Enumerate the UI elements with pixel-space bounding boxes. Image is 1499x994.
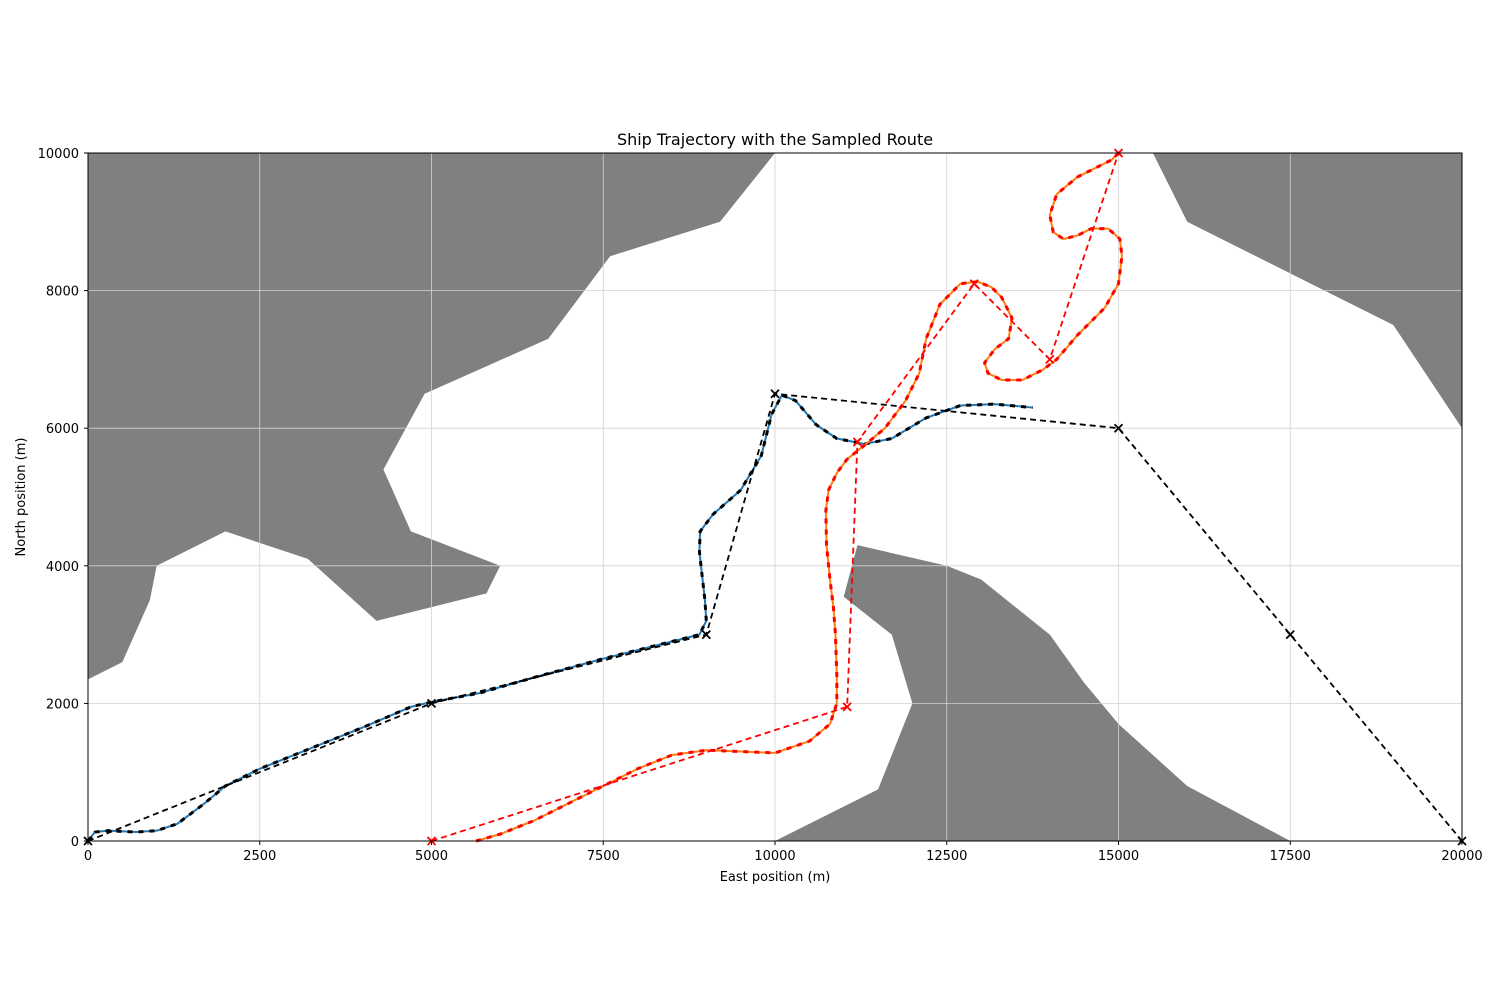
x-tick-label: 15000 — [1098, 849, 1139, 864]
y-tick-label: 6000 — [46, 422, 79, 437]
ship2-waypoint-marker — [852, 437, 863, 447]
ship1-waypoint-marker — [1285, 629, 1295, 640]
ship1-waypoint-marker — [701, 629, 711, 640]
x-tick-label: 5000 — [415, 849, 448, 864]
x-tick-label: 0 — [84, 849, 92, 864]
land-obstacle-2 — [1152, 153, 1462, 429]
x-tick-label: 2500 — [243, 849, 276, 864]
ship1-trajectory-overlay — [86, 393, 1033, 842]
ship1-waypoint-marker — [426, 698, 437, 709]
series-layer — [83, 148, 1467, 846]
land-obstacle-1 — [775, 545, 1291, 841]
x-tick-label: 20000 — [1441, 849, 1482, 864]
ship2-waypoint-marker — [1045, 354, 1055, 365]
x-tick-label: 7500 — [587, 849, 620, 864]
ship2-waypoint-marker — [969, 279, 979, 289]
ship2-waypoint-marker — [842, 702, 852, 712]
ship1-waypoint-marker — [770, 389, 780, 399]
y-tick-label: 0 — [71, 835, 79, 850]
x-tick-label: 12500 — [926, 849, 967, 864]
x-tick-label: 10000 — [754, 849, 795, 864]
ship2-trajectory-line — [475, 152, 1123, 842]
y-axis-label: North position (m) — [14, 438, 29, 557]
y-tick-label: 8000 — [46, 285, 79, 300]
chart-title: Ship Trajectory with the Sampled Route — [617, 130, 933, 149]
ship1-waypoint-marker — [1113, 423, 1124, 433]
y-tick-label: 10000 — [38, 147, 79, 162]
ship2-route-line — [431, 152, 1120, 842]
axes: 0 2500 5000 7500 10000 12500 15000 17500 20000 0 2… — [38, 147, 1483, 864]
x-tick-label: 17500 — [1270, 849, 1311, 864]
y-tick-label: 2000 — [46, 697, 79, 712]
y-tick-label: 4000 — [46, 560, 79, 575]
x-axis-label: East position (m) — [720, 870, 831, 885]
